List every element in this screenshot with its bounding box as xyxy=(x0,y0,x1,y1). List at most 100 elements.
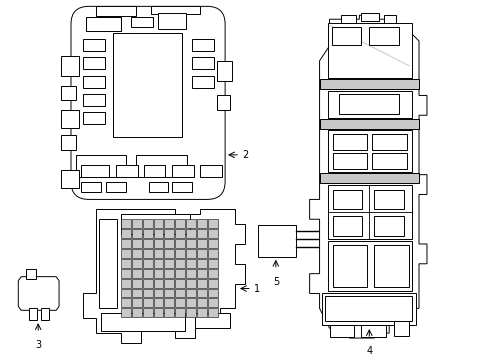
Bar xyxy=(132,279,142,288)
Bar xyxy=(333,245,368,287)
Bar xyxy=(165,298,174,307)
Bar xyxy=(132,309,142,317)
Bar xyxy=(175,298,185,307)
Text: 4: 4 xyxy=(366,346,372,356)
Bar xyxy=(121,309,131,317)
Bar xyxy=(165,259,174,268)
Bar xyxy=(197,259,207,268)
Bar xyxy=(172,165,195,177)
Bar xyxy=(186,309,196,317)
Bar xyxy=(136,155,187,177)
Bar xyxy=(121,219,131,228)
Bar xyxy=(186,249,196,258)
Bar xyxy=(121,259,131,268)
Bar xyxy=(324,297,412,321)
Bar xyxy=(81,181,101,193)
FancyBboxPatch shape xyxy=(71,6,225,199)
Bar xyxy=(319,119,419,129)
Bar xyxy=(186,279,196,288)
Bar xyxy=(197,239,207,248)
Bar xyxy=(186,259,196,268)
Bar xyxy=(327,23,412,78)
Bar xyxy=(186,269,196,278)
Bar xyxy=(217,95,230,110)
Bar xyxy=(361,325,386,337)
Bar xyxy=(196,313,230,328)
Bar xyxy=(158,13,186,29)
Polygon shape xyxy=(18,276,59,310)
Bar xyxy=(121,269,131,278)
Text: 3: 3 xyxy=(35,340,41,350)
Bar xyxy=(83,57,105,69)
Bar xyxy=(143,279,152,288)
Bar xyxy=(61,56,79,76)
Bar xyxy=(106,181,125,193)
Bar xyxy=(165,279,174,288)
Bar xyxy=(143,269,152,278)
Bar xyxy=(175,239,185,248)
Bar xyxy=(197,219,207,228)
Bar xyxy=(143,239,152,248)
Polygon shape xyxy=(83,209,245,343)
Bar xyxy=(192,57,214,69)
Bar xyxy=(99,219,117,309)
Bar xyxy=(61,135,76,150)
Bar xyxy=(144,165,166,177)
Bar xyxy=(319,78,419,89)
Bar xyxy=(121,239,131,248)
Bar xyxy=(258,225,295,257)
Bar xyxy=(76,155,125,177)
Bar xyxy=(153,229,164,238)
Bar xyxy=(175,269,185,278)
Bar xyxy=(197,288,207,297)
Bar xyxy=(172,181,192,193)
Bar xyxy=(116,165,138,177)
Bar xyxy=(186,288,196,297)
Bar xyxy=(186,239,196,248)
Bar xyxy=(165,288,174,297)
Bar xyxy=(132,229,142,238)
Bar xyxy=(208,288,218,297)
Bar xyxy=(208,219,218,228)
Bar xyxy=(374,245,409,287)
Bar xyxy=(369,27,399,45)
Bar xyxy=(327,90,412,118)
Bar xyxy=(175,219,185,228)
Bar xyxy=(372,153,407,169)
Bar xyxy=(175,288,185,297)
Bar xyxy=(153,288,164,297)
Bar xyxy=(81,165,109,177)
Bar xyxy=(96,6,136,16)
Text: 5: 5 xyxy=(273,276,279,287)
Bar xyxy=(197,249,207,258)
Bar xyxy=(374,216,404,236)
Bar xyxy=(321,293,416,325)
Text: 1: 1 xyxy=(254,284,260,293)
Bar xyxy=(374,189,404,209)
Bar xyxy=(29,309,37,320)
Bar xyxy=(342,15,356,23)
Bar xyxy=(186,298,196,307)
Bar xyxy=(327,185,412,239)
Bar xyxy=(333,134,368,150)
Bar xyxy=(113,33,182,137)
Bar xyxy=(26,269,36,279)
Bar xyxy=(340,94,399,114)
Bar xyxy=(121,298,131,307)
Bar xyxy=(197,309,207,317)
Polygon shape xyxy=(310,15,427,338)
Bar xyxy=(143,249,152,258)
Bar xyxy=(175,249,185,258)
Bar xyxy=(121,288,131,297)
Bar xyxy=(175,259,185,268)
Bar xyxy=(208,229,218,238)
Bar xyxy=(61,110,79,128)
Bar xyxy=(175,309,185,317)
Bar xyxy=(131,17,152,27)
Bar xyxy=(333,216,362,236)
Bar xyxy=(143,309,152,317)
Bar xyxy=(132,259,142,268)
Bar xyxy=(148,181,169,193)
Bar xyxy=(121,249,131,258)
Bar xyxy=(208,309,218,317)
